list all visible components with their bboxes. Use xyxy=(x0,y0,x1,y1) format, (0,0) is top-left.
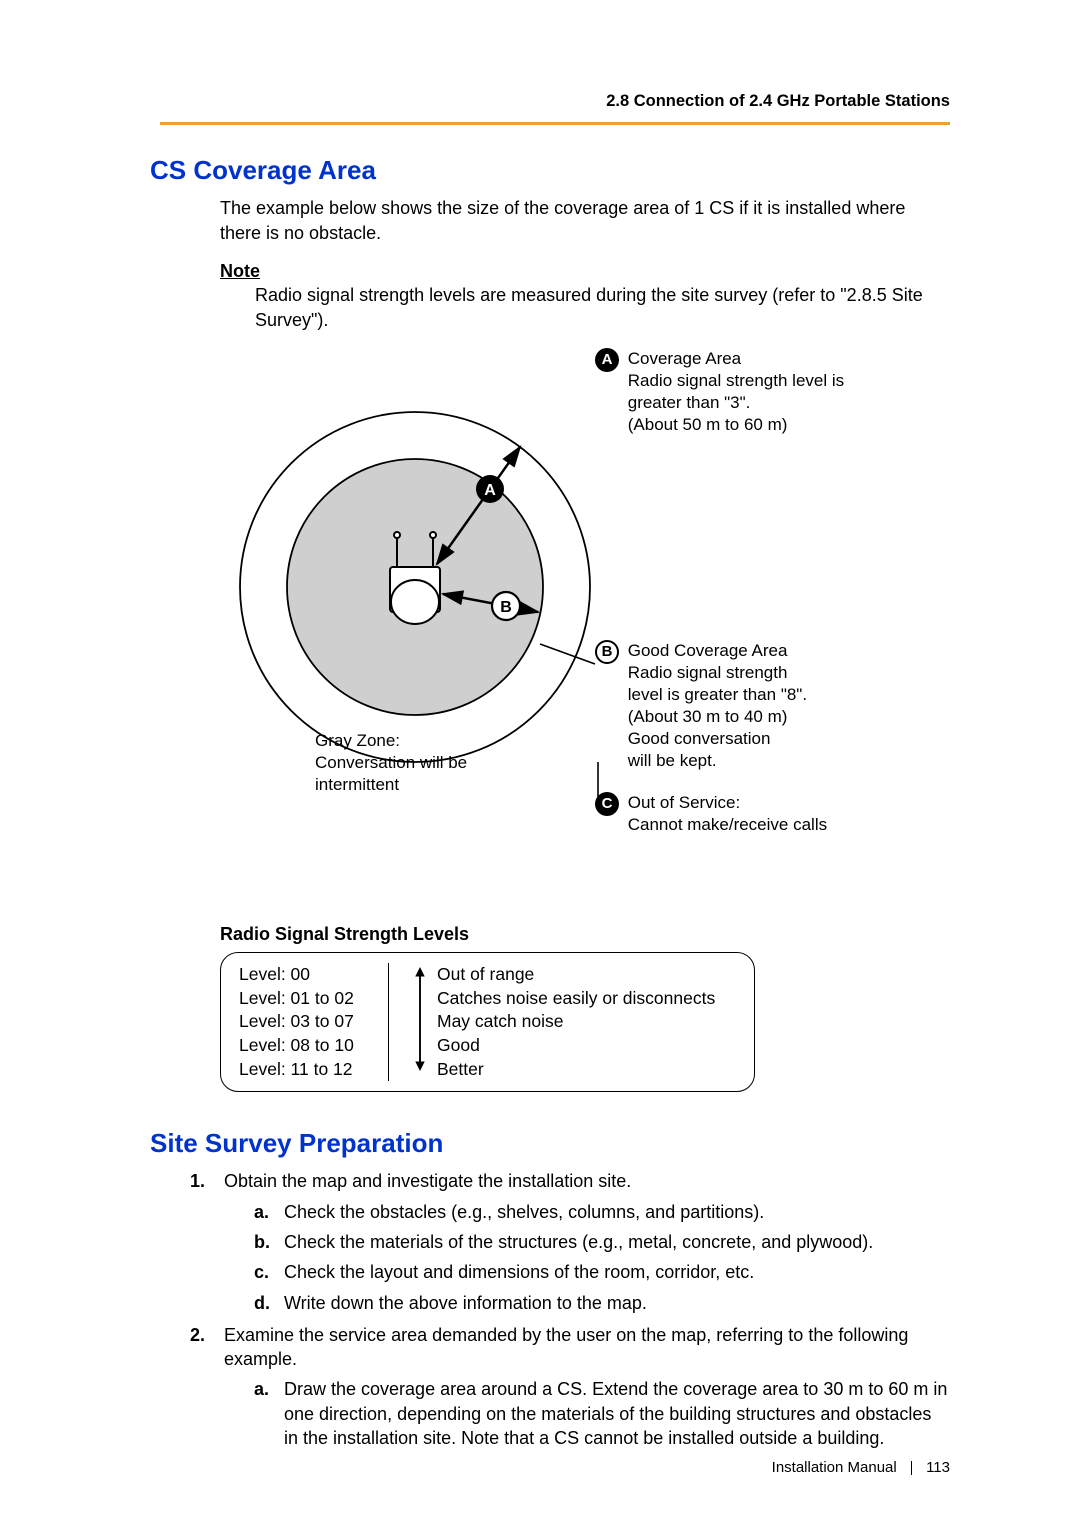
levels-title: Radio Signal Strength Levels xyxy=(220,922,950,946)
level-desc: May catch noise xyxy=(437,1010,736,1034)
sub-text: Check the layout and dimensions of the r… xyxy=(284,1262,754,1282)
gradient-arrow-icon xyxy=(413,967,427,1071)
svg-text:A: A xyxy=(484,482,496,499)
level-desc: Catches noise easily or disconnects xyxy=(437,987,736,1011)
survey-sub: b. Check the materials of the structures … xyxy=(254,1230,950,1254)
sub-let: c. xyxy=(254,1260,269,1284)
sub-text: Check the materials of the structures (e… xyxy=(284,1232,873,1252)
callout-b: B Good Coverage Area Radio signal streng… xyxy=(595,640,925,773)
callout-b-l4: Good conversation xyxy=(628,729,771,748)
callout-a-l1: Radio signal strength level is xyxy=(628,371,844,390)
survey-text: Examine the service area demanded by the… xyxy=(224,1325,908,1369)
level-desc: Out of range xyxy=(437,963,736,987)
note-label: Note xyxy=(220,259,950,283)
callout-a-l2: greater than "3". xyxy=(628,393,751,412)
level-row: Level: 11 to 12 xyxy=(239,1058,388,1082)
survey-list: 1. Obtain the map and investigate the in… xyxy=(190,1169,950,1450)
level-desc: Good xyxy=(437,1034,736,1058)
mark-a-icon: A xyxy=(595,348,619,372)
heading-site-survey: Site Survey Preparation xyxy=(150,1126,950,1161)
sub-text: Check the obstacles (e.g., shelves, colu… xyxy=(284,1202,764,1222)
sub-let: d. xyxy=(254,1291,270,1315)
callout-b-l5: will be kept. xyxy=(628,751,717,770)
callout-c: C Out of Service: Cannot make/receive ca… xyxy=(595,792,935,836)
level-row: Level: 08 to 10 xyxy=(239,1034,388,1058)
survey-num: 1. xyxy=(190,1169,205,1193)
callout-b-title: Good Coverage Area xyxy=(628,641,788,660)
grayzone-label: Gray Zone: Conversation will be intermit… xyxy=(315,730,467,796)
callout-b-l1: Radio signal strength xyxy=(628,663,788,682)
sub-let: a. xyxy=(254,1377,269,1401)
note-text: Radio signal strength levels are measure… xyxy=(255,283,950,332)
sub-let: a. xyxy=(254,1200,269,1224)
levels-col-desc: Out of range Catches noise easily or dis… xyxy=(411,963,736,1081)
callout-b-l3: (About 30 m to 40 m) xyxy=(628,707,788,726)
survey-sub: c. Check the layout and dimensions of the… xyxy=(254,1260,950,1284)
callout-a-l3: (About 50 m to 60 m) xyxy=(628,415,788,434)
intro-text: The example below shows the size of the … xyxy=(220,196,950,245)
level-desc: Better xyxy=(437,1058,736,1082)
callout-a-title: Coverage Area xyxy=(628,349,741,368)
survey-sub: d. Write down the above information to th… xyxy=(254,1291,950,1315)
footer-manual: Installation Manual xyxy=(772,1459,897,1476)
survey-sub: a. Check the obstacles (e.g., shelves, co… xyxy=(254,1200,950,1224)
callout-b-l2: level is greater than "8". xyxy=(628,685,807,704)
footer-page: 113 xyxy=(926,1459,950,1476)
level-row: Level: 01 to 02 xyxy=(239,987,388,1011)
sub-text: Write down the above information to the … xyxy=(284,1293,647,1313)
level-row: Level: 00 xyxy=(239,963,388,987)
survey-item-2: 2. Examine the service area demanded by … xyxy=(190,1323,950,1450)
level-row: Level: 03 to 07 xyxy=(239,1010,388,1034)
mark-b-icon: B xyxy=(595,640,619,664)
survey-num: 2. xyxy=(190,1323,205,1347)
survey-text: Obtain the map and investigate the insta… xyxy=(224,1171,631,1191)
heading-cs-coverage: CS Coverage Area xyxy=(150,153,950,188)
callout-a: A Coverage Area Radio signal strength le… xyxy=(595,348,935,436)
callout-c-title: Out of Service: xyxy=(628,793,740,812)
sub-let: b. xyxy=(254,1230,270,1254)
survey-item-1: 1. Obtain the map and investigate the in… xyxy=(190,1169,950,1314)
section-header: 2.8 Connection of 2.4 GHz Portable Stati… xyxy=(160,90,950,112)
callout-c-l1: Cannot make/receive calls xyxy=(628,815,827,834)
levels-col-level: Level: 00 Level: 01 to 02 Level: 03 to 0… xyxy=(239,963,389,1081)
levels-box: Level: 00 Level: 01 to 02 Level: 03 to 0… xyxy=(220,952,755,1092)
page-footer: Installation Manual 113 xyxy=(772,1458,950,1478)
coverage-diagram: A B Gray Zone: Conversation will be inte… xyxy=(200,342,960,912)
mark-c-icon: C xyxy=(595,792,619,816)
svg-text:B: B xyxy=(500,599,512,616)
survey-sub: a. Draw the coverage area around a CS. Ex… xyxy=(254,1377,950,1450)
sub-text: Draw the coverage area around a CS. Exte… xyxy=(284,1379,947,1448)
header-rule xyxy=(160,122,950,125)
